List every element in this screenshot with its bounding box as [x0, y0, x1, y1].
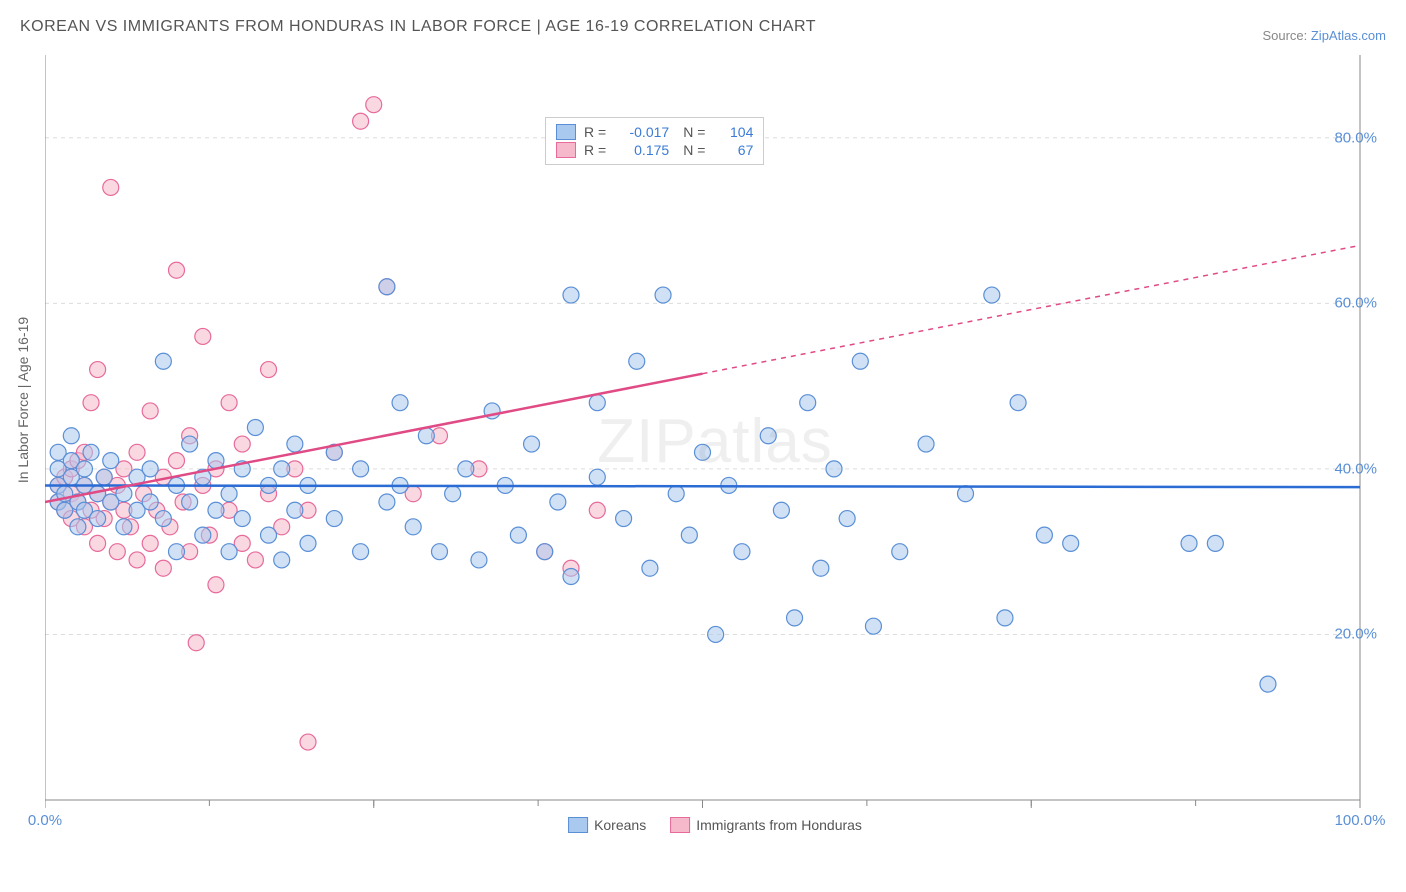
legend-series-box: Koreans Immigrants from Honduras: [568, 817, 862, 833]
legend-item: Koreans: [568, 817, 646, 833]
legend-item: Immigrants from Honduras: [670, 817, 862, 833]
legend-n-value: 104: [713, 124, 753, 140]
legend-n-value: 67: [713, 142, 753, 158]
y-tick-label: 60.0%: [1334, 295, 1377, 312]
legend-series-label: Immigrants from Honduras: [696, 817, 862, 833]
y-axis-label: In Labor Force | Age 16-19: [15, 317, 31, 483]
x-tick-label: 100.0%: [1335, 812, 1386, 829]
y-tick-label: 80.0%: [1334, 129, 1377, 146]
legend-row: R = -0.017 N = 104: [556, 124, 753, 140]
legend-r-value: 0.175: [614, 142, 669, 158]
source-value: ZipAtlas.com: [1311, 28, 1386, 43]
legend-r-label: R =: [584, 142, 606, 158]
source-label: Source:: [1262, 28, 1310, 43]
legend-swatch-icon: [556, 124, 576, 140]
y-tick-label: 20.0%: [1334, 626, 1377, 643]
legend-r-label: R =: [584, 124, 606, 140]
scatter-chart-svg: [45, 55, 1385, 835]
legend-correlation-box: R = -0.017 N = 104 R = 0.175 N = 67: [545, 117, 764, 165]
legend-swatch-icon: [568, 817, 588, 833]
chart-plot-area: ZIPatlas R = -0.017 N = 104 R = 0.175 N …: [45, 55, 1385, 835]
x-tick-label: 0.0%: [28, 812, 62, 829]
y-tick-label: 40.0%: [1334, 460, 1377, 477]
legend-n-label: N =: [683, 142, 705, 158]
source-attribution: Source: ZipAtlas.com: [1262, 28, 1386, 43]
chart-title: KOREAN VS IMMIGRANTS FROM HONDURAS IN LA…: [20, 18, 816, 36]
legend-n-label: N =: [683, 124, 705, 140]
legend-swatch-icon: [556, 142, 576, 158]
legend-series-label: Koreans: [594, 817, 646, 833]
legend-swatch-icon: [670, 817, 690, 833]
legend-r-value: -0.017: [614, 124, 669, 140]
legend-row: R = 0.175 N = 67: [556, 142, 753, 158]
